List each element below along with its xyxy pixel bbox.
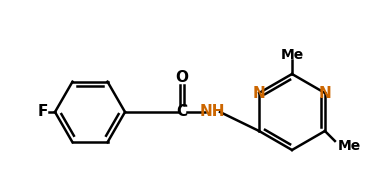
Text: N: N bbox=[319, 85, 331, 100]
Text: O: O bbox=[176, 71, 188, 85]
Text: Me: Me bbox=[337, 139, 361, 153]
Text: N: N bbox=[253, 85, 266, 100]
Text: Me: Me bbox=[280, 48, 304, 62]
Text: F: F bbox=[38, 105, 48, 120]
Text: C: C bbox=[176, 105, 188, 120]
Text: NH: NH bbox=[199, 105, 225, 120]
